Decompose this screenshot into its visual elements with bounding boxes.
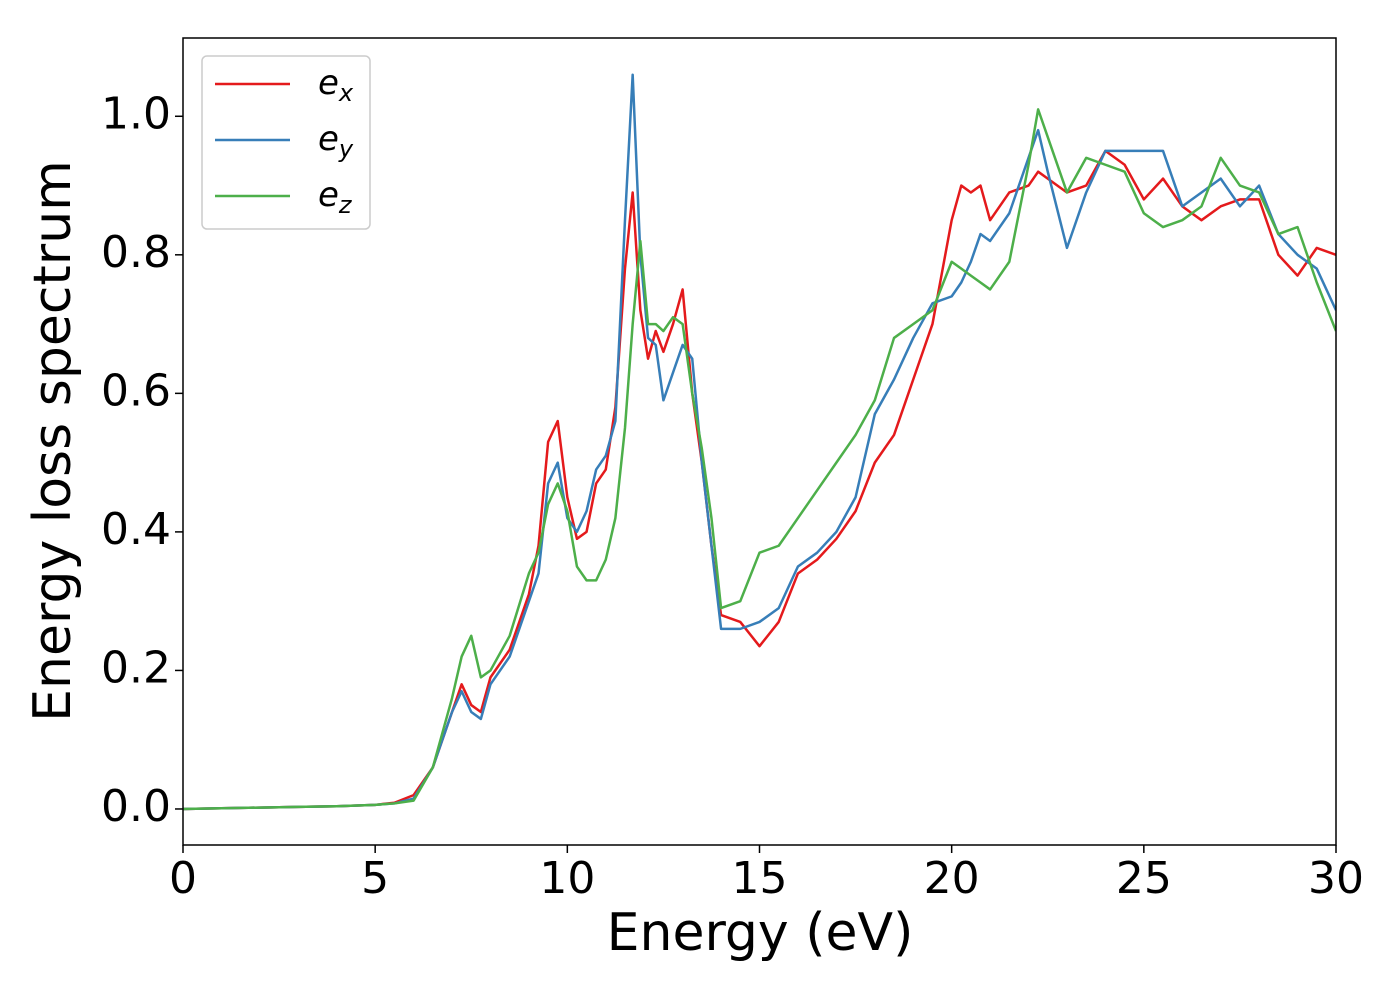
series-line (183, 108, 1336, 811)
x-tick-label: 0 (169, 853, 197, 904)
x-tick-label: 5 (361, 853, 389, 904)
legend-box (201, 55, 371, 230)
x-tick-label: 30 (1308, 853, 1364, 904)
x-tick-label: 15 (732, 853, 788, 904)
series-line (183, 73, 1336, 811)
y-axis-label: Energy loss spectrum (23, 160, 83, 722)
plot-frame (182, 37, 1337, 846)
y-tick-label: 0.8 (101, 227, 171, 278)
legend-name: e (318, 63, 339, 103)
y-tick-label: 1.0 (101, 88, 171, 139)
legend-subscript: z (338, 191, 353, 219)
y-tick-label: 0.2 (101, 642, 171, 693)
legend-name: e (318, 119, 339, 159)
legend-subscript: y (338, 135, 354, 163)
x-tick-label: 25 (1116, 853, 1172, 904)
legend-subscript: x (338, 79, 354, 107)
x-axis-label: Energy (eV) (607, 903, 914, 963)
legend-label: ey (318, 119, 354, 164)
x-tick-label: 10 (539, 853, 595, 904)
y-tick-label: 0.0 (101, 781, 171, 832)
x-tick-label: 20 (924, 853, 980, 904)
y-tick-label: 0.6 (101, 365, 171, 416)
legend-name: e (318, 175, 339, 215)
y-tick-label: 0.4 (101, 504, 171, 555)
legend-label: ez (318, 175, 353, 220)
legend-label: ex (318, 63, 354, 108)
